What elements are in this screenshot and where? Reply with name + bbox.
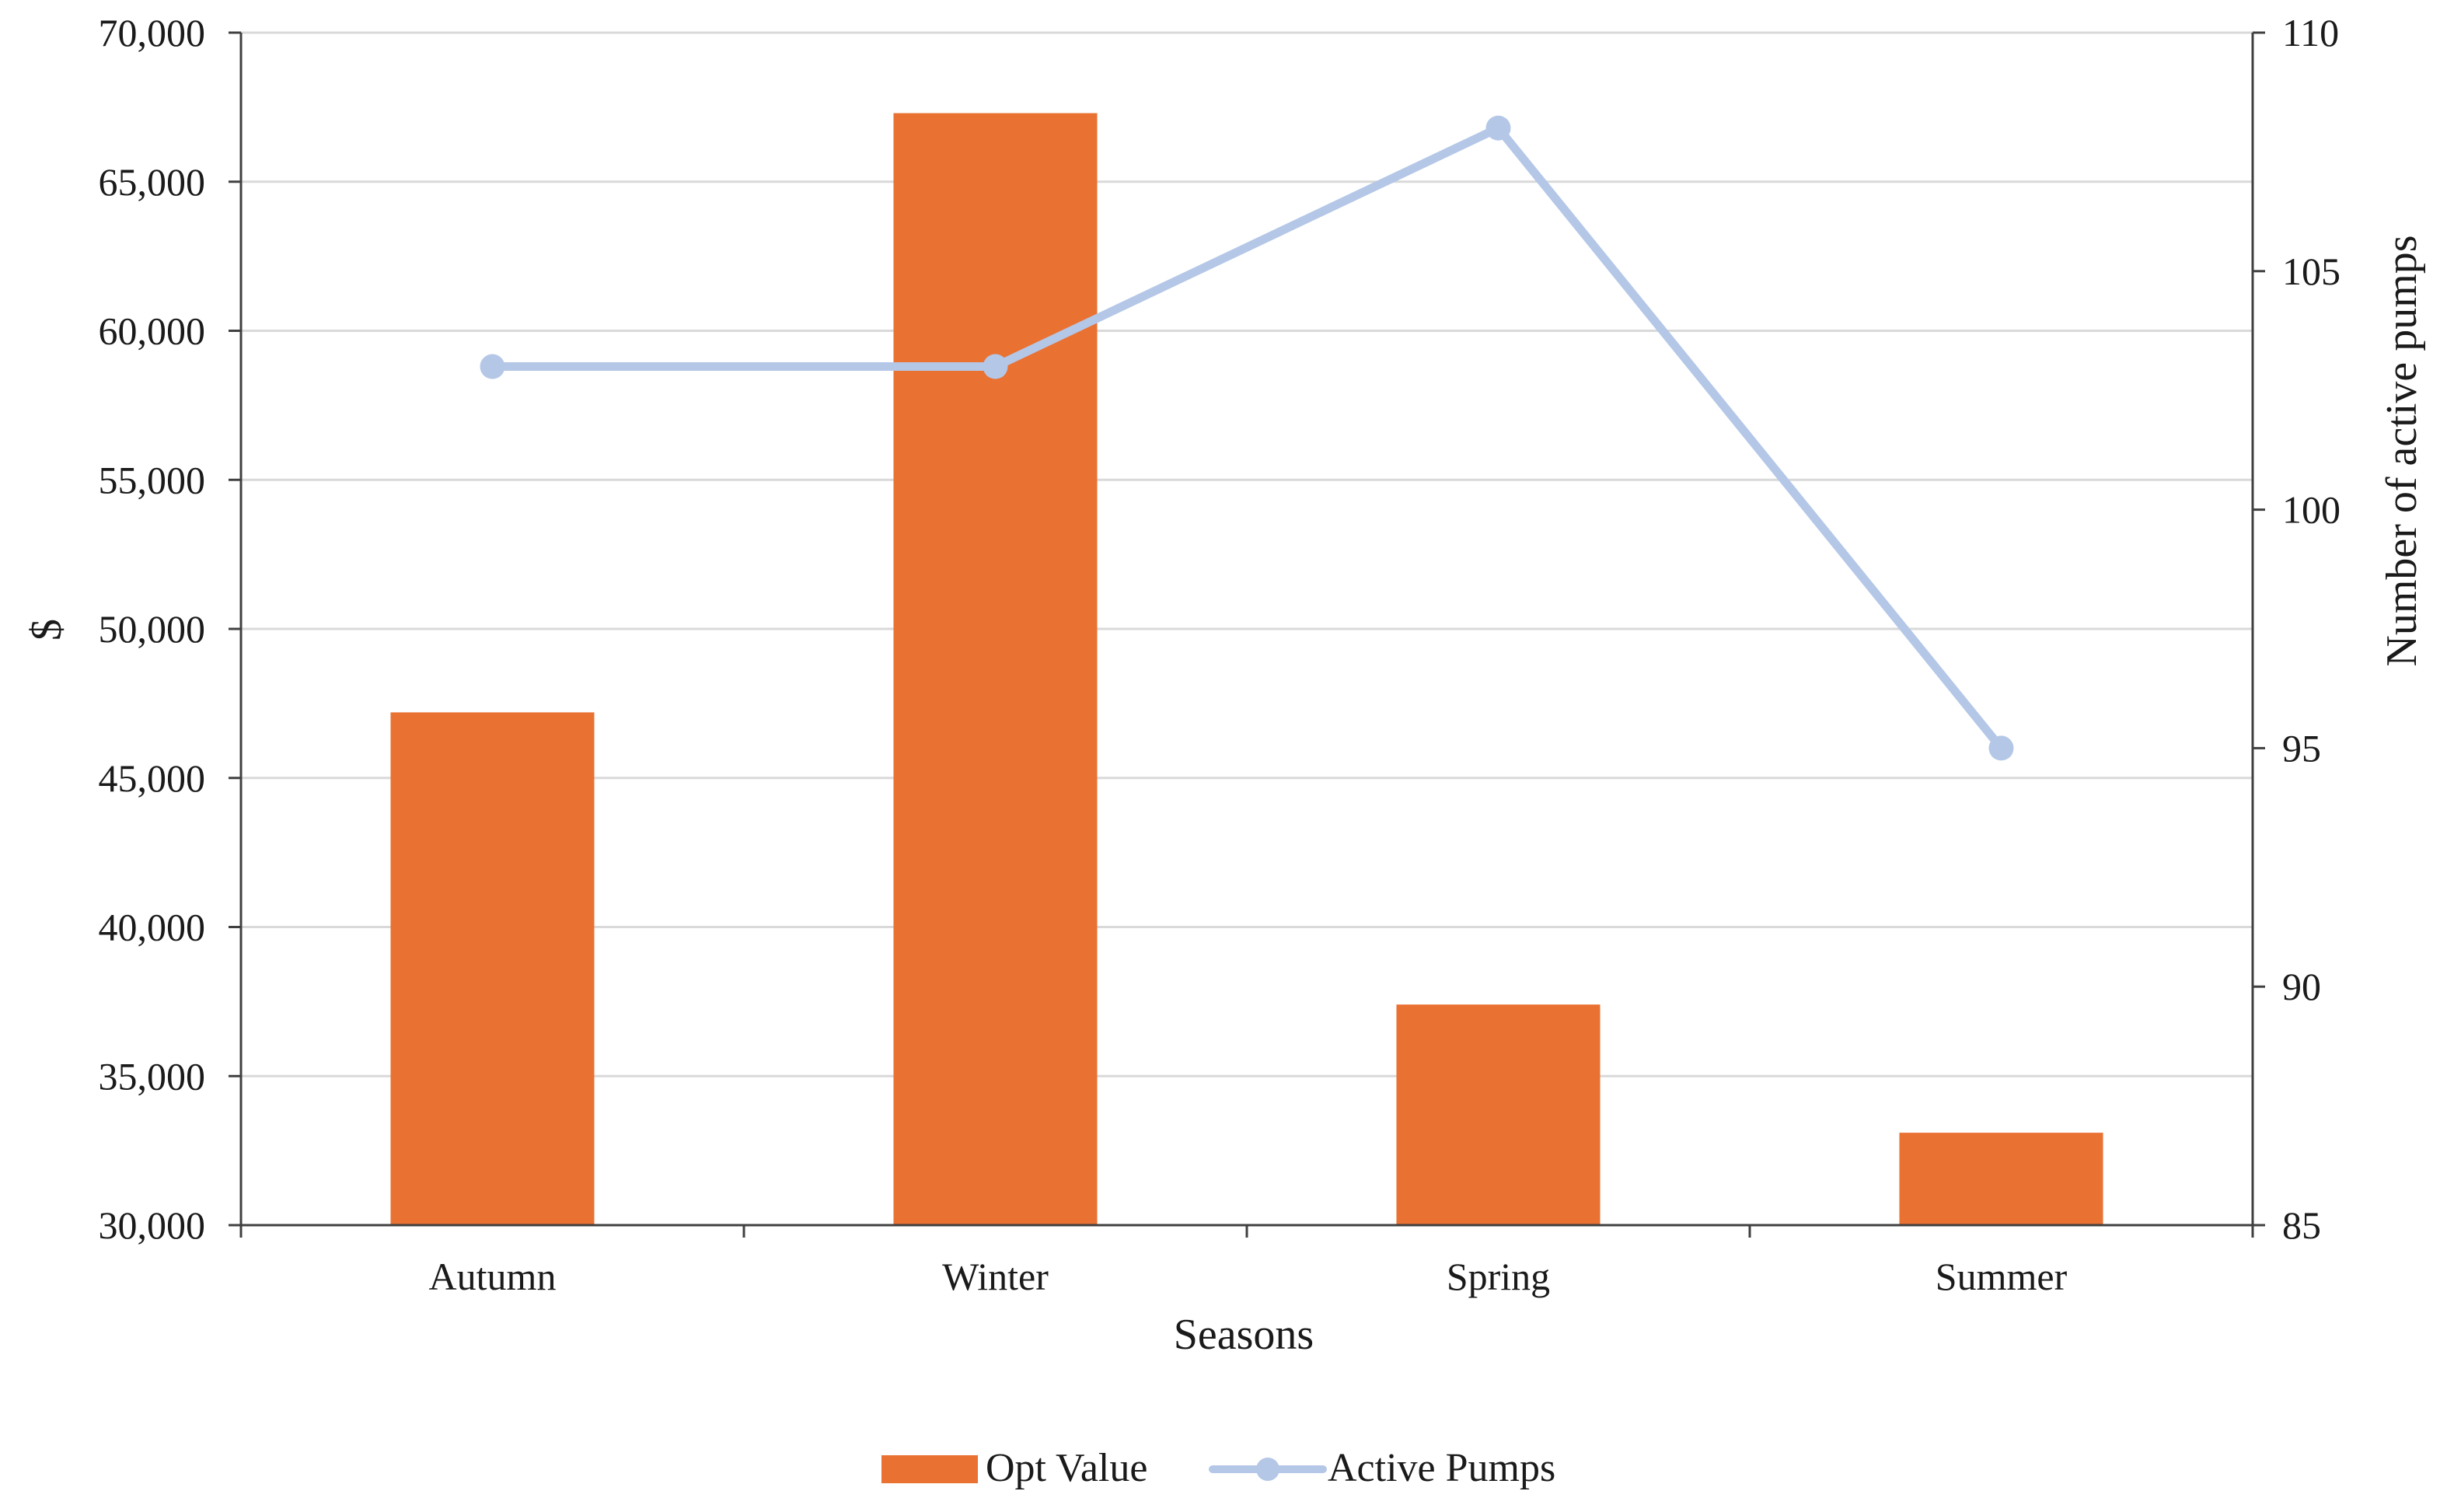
active-pumps-point-spring — [1485, 115, 1511, 141]
y-tick-label: 65,000 — [99, 160, 206, 204]
active-pumps-point-autumn — [480, 354, 505, 379]
legend-marker-active-pumps — [1256, 1458, 1279, 1481]
x-tick-label: Winter — [942, 1255, 1049, 1298]
y-tick-label: 50,000 — [99, 607, 206, 651]
y-tick-label: 40,000 — [99, 906, 206, 949]
legend-label-opt-value: Opt Value — [986, 1446, 1147, 1490]
legend-swatch-opt-value — [881, 1455, 978, 1483]
y-tick-label: 60,000 — [99, 309, 206, 353]
legend: Opt Value Active Pumps — [881, 1446, 1555, 1490]
tick-labels: 30,000 35,000 40,000 45,000 50,000 55,000 60,0… — [99, 11, 2341, 1298]
x-tick-label: Summer — [1936, 1255, 2068, 1298]
bar-spring — [1396, 1004, 1600, 1225]
y2-tick-label: 85 — [2282, 1203, 2321, 1247]
x-axis-title: Seasons — [1174, 1311, 1314, 1359]
bar-summer — [1899, 1133, 2103, 1225]
bar-autumn — [390, 712, 595, 1225]
y2-tick-label: 95 — [2282, 726, 2321, 770]
y-tick-label: 35,000 — [99, 1054, 206, 1098]
y-tick-label: 70,000 — [99, 11, 206, 54]
bar-series-opt-value — [390, 113, 2103, 1225]
y2-tick-label: 110 — [2282, 11, 2339, 54]
y-axis-title: $ — [23, 619, 71, 641]
line-series-active-pumps — [480, 115, 2014, 761]
x-tick-label: Autumn — [429, 1255, 557, 1298]
legend-label-active-pumps: Active Pumps — [1328, 1446, 1555, 1490]
x-tick-label: Spring — [1447, 1255, 1550, 1298]
y2-tick-label: 105 — [2282, 250, 2341, 293]
y2-axis-title: Number of active pumps — [2378, 235, 2426, 666]
bar-winter — [893, 113, 1098, 1225]
active-pumps-point-summer — [1988, 735, 2014, 761]
active-pumps-line — [492, 124, 2005, 751]
y-tick-label: 55,000 — [99, 458, 206, 501]
axes — [229, 31, 2265, 1238]
y-tick-label: 45,000 — [99, 756, 206, 800]
y-tick-label: 30,000 — [99, 1203, 206, 1247]
y2-tick-label: 100 — [2282, 488, 2341, 532]
active-pumps-point-winter — [983, 354, 1008, 379]
y2-tick-label: 90 — [2282, 965, 2321, 1008]
